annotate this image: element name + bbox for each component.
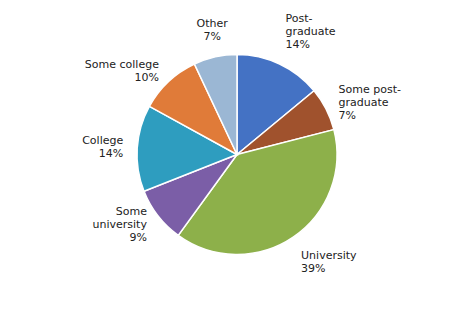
data-label: 7%: [339, 109, 356, 122]
slice-label: Other7%: [197, 17, 229, 43]
data-label: 7%: [203, 30, 220, 43]
category-label: graduate: [286, 25, 336, 38]
category-label: Other: [197, 17, 229, 30]
slice: [194, 55, 237, 155]
category-label: graduate: [339, 96, 389, 109]
data-label: 9%: [129, 231, 146, 244]
category-label: University: [301, 249, 357, 262]
slices: [137, 55, 337, 255]
slice-label: College14%: [82, 134, 123, 160]
labels: Post-graduate14%Some post-graduate7%Univ…: [82, 12, 401, 274]
slice-label: Post-graduate14%: [286, 12, 336, 51]
category-label: Some college: [85, 58, 159, 71]
category-label: Some: [116, 205, 147, 218]
category-label: university: [93, 218, 148, 231]
slice-label: University39%: [301, 249, 357, 275]
category-label: Some post-: [339, 83, 401, 96]
data-label: 14%: [286, 38, 310, 51]
slice-label: Some college10%: [85, 58, 159, 84]
category-label: Post-: [286, 12, 313, 25]
data-label: 10%: [135, 71, 159, 84]
chart: Post-graduate14%Some post-graduate7%Univ…: [0, 0, 474, 309]
category-label: College: [82, 134, 123, 147]
slice-label: Someuniversity9%: [93, 205, 148, 244]
data-label: 39%: [301, 262, 325, 275]
data-label: 14%: [99, 147, 123, 160]
slice-label: Some post-graduate7%: [339, 83, 401, 122]
